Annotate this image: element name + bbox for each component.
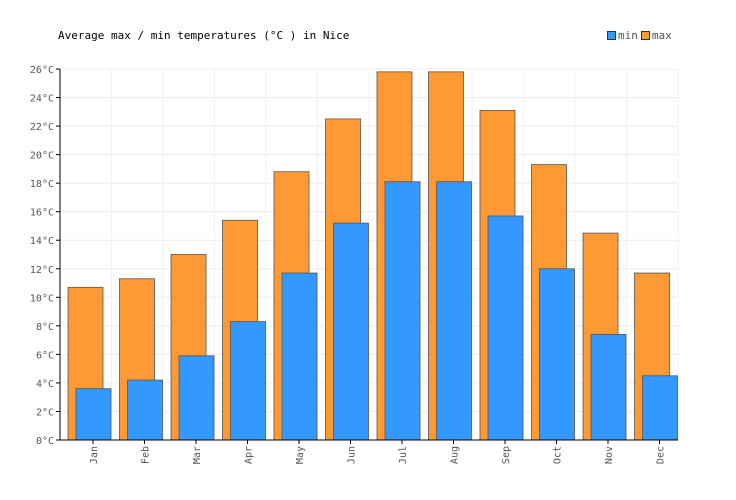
y-tick-label: 14°C bbox=[30, 236, 54, 247]
chart-title: Average max / min temperatures (°C ) in … bbox=[58, 29, 350, 42]
x-tick-label: Aug bbox=[450, 446, 461, 464]
bar-min bbox=[436, 181, 472, 441]
y-tick-label: 10°C bbox=[30, 293, 54, 304]
y-tick-label: 18°C bbox=[30, 179, 54, 190]
y-tick-label: 22°C bbox=[30, 122, 54, 133]
bar-min bbox=[487, 215, 524, 441]
x-tick-label: Oct bbox=[553, 446, 564, 464]
bar-min bbox=[384, 181, 421, 441]
y-tick-label: 2°C bbox=[36, 407, 54, 418]
y-tick-label: 4°C bbox=[36, 379, 54, 390]
legend: min max bbox=[607, 29, 675, 42]
x-tick-label: May bbox=[295, 446, 306, 464]
legend-item-min: min bbox=[607, 29, 638, 42]
legend-swatch-min bbox=[607, 31, 616, 40]
bar-min bbox=[178, 355, 215, 441]
y-tick-label: 26°C bbox=[30, 65, 54, 76]
x-tick-label: Nov bbox=[604, 446, 615, 464]
y-tick-label: 24°C bbox=[30, 94, 54, 105]
bar-min bbox=[281, 272, 318, 441]
bar-min bbox=[590, 334, 627, 441]
x-tick-label: Jan bbox=[89, 446, 100, 464]
y-tick-label: 6°C bbox=[36, 350, 54, 361]
x-tick-label: Apr bbox=[244, 446, 255, 464]
bar-min bbox=[127, 379, 163, 441]
x-tick-label: Jul bbox=[398, 446, 409, 464]
bar-min bbox=[539, 268, 575, 441]
y-tick-label: 8°C bbox=[36, 322, 54, 333]
y-tick-label: 16°C bbox=[30, 208, 54, 219]
x-tick-label: Dec bbox=[656, 446, 667, 464]
x-tick-label: Feb bbox=[141, 446, 152, 464]
legend-item-max: max bbox=[640, 29, 672, 42]
x-tick-label: Mar bbox=[192, 446, 203, 464]
bar-min bbox=[75, 388, 112, 441]
bar-min bbox=[333, 222, 369, 441]
y-tick-label: 20°C bbox=[30, 151, 54, 162]
x-tick-label: Jun bbox=[347, 446, 358, 464]
legend-swatch-max bbox=[640, 31, 650, 40]
y-tick-label: 12°C bbox=[30, 265, 54, 276]
x-tick-label: Sep bbox=[501, 446, 512, 464]
bar-min bbox=[230, 321, 266, 441]
bar-min bbox=[642, 375, 678, 441]
legend-label-min: min bbox=[618, 29, 638, 42]
y-tick-label: 0°C bbox=[36, 436, 54, 447]
legend-label-max: max bbox=[651, 29, 672, 42]
